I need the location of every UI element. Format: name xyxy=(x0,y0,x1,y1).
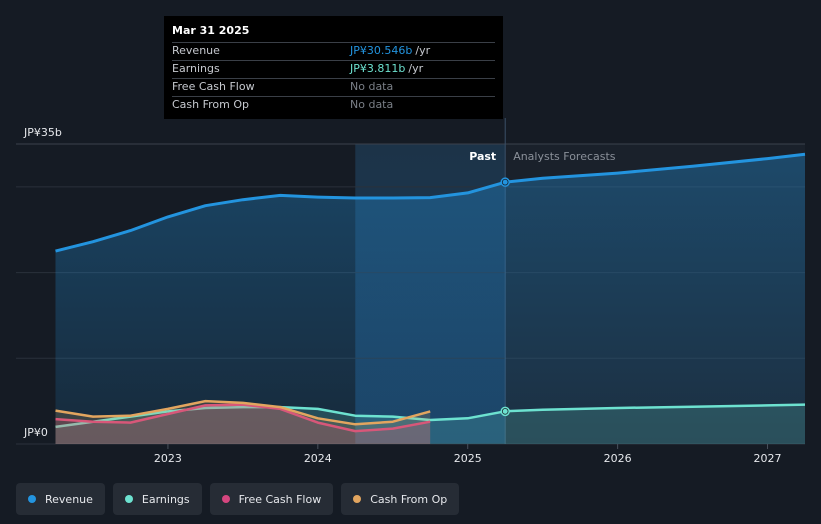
tooltip-row-cash-from-op: Cash From Op No data xyxy=(172,96,495,114)
y-axis-min-label: JP¥0 xyxy=(23,426,48,439)
earnings-marker-dot xyxy=(502,408,508,414)
x-tick-label: 2023 xyxy=(154,452,182,465)
legend-label: Earnings xyxy=(141,492,190,506)
legend-label: Revenue xyxy=(45,492,93,506)
x-tick-label: 2027 xyxy=(754,452,782,465)
tooltip-date: Mar 31 2025 xyxy=(172,24,250,37)
cash-from-op-line xyxy=(55,399,431,426)
legend-label: Free Cash Flow xyxy=(238,492,322,506)
tooltip-value: No data xyxy=(350,80,394,93)
free-cash-flow-line xyxy=(55,403,431,433)
revenue-marker-dot xyxy=(502,179,508,185)
forecast-label: Analysts Forecasts xyxy=(513,150,616,163)
tooltip-value: JP¥30.546b xyxy=(350,44,413,57)
tooltip-label: Cash From Op xyxy=(172,98,250,111)
tooltip-label: Free Cash Flow xyxy=(172,80,255,93)
revenue-forecast-line xyxy=(505,152,806,184)
legend-dot-icon xyxy=(353,495,362,503)
tooltip-value: JP¥3.811b xyxy=(350,62,406,75)
cash-from-op-area xyxy=(55,401,431,444)
earnings-forecast-line xyxy=(505,403,806,413)
chart-tooltip: Mar 31 2025 Revenue JP¥30.546b /yr Earni… xyxy=(164,16,503,119)
x-tick-label: 2024 xyxy=(304,452,332,465)
legend-item-earnings[interactable]: Earnings xyxy=(112,483,202,515)
x-tick-label: 2025 xyxy=(454,452,482,465)
chart-legend: Revenue Earnings Free Cash Flow Cash Fro… xyxy=(16,483,460,515)
legend-dot-icon xyxy=(28,495,36,503)
x-tick-label: 2026 xyxy=(604,452,632,465)
tooltip-label: Revenue xyxy=(172,44,220,57)
tooltip-row-free-cash-flow: Free Cash Flow No data xyxy=(172,78,495,96)
revenue-line xyxy=(55,180,506,253)
tooltip-row-earnings: Earnings JP¥3.811b /yr xyxy=(172,60,495,78)
earnings-area xyxy=(55,404,805,444)
tooltip-unit: /yr xyxy=(415,44,431,57)
legend-dot-icon xyxy=(221,495,230,503)
past-label: Past xyxy=(469,150,496,163)
free-cash-flow-area xyxy=(55,404,431,444)
legend-item-revenue[interactable]: Revenue xyxy=(16,483,105,515)
revenue-area xyxy=(55,154,805,445)
legend-item-free-cash-flow[interactable]: Free Cash Flow xyxy=(209,483,334,515)
tooltip-value: No data xyxy=(350,98,394,111)
tooltip-unit: /yr xyxy=(408,62,424,75)
legend-label: Cash From Op xyxy=(370,492,448,506)
tooltip-row-revenue: Revenue JP¥30.546b /yr xyxy=(172,42,495,60)
y-axis-max-label: JP¥35b xyxy=(23,126,62,139)
tooltip-label: Earnings xyxy=(172,62,220,75)
legend-item-cash-from-op[interactable]: Cash From Op xyxy=(341,483,460,515)
legend-dot-icon xyxy=(124,495,133,503)
